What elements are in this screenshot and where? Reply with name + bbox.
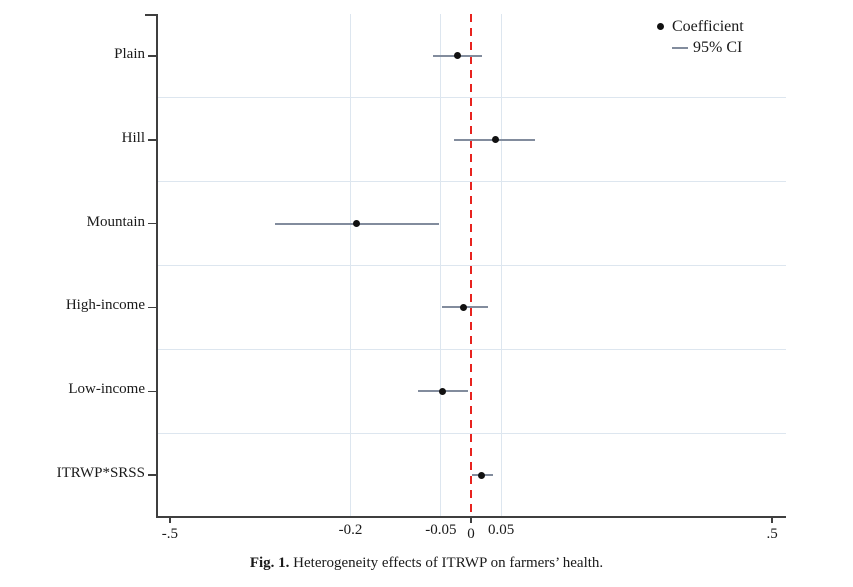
y-axis-category-label: Hill [121,129,145,146]
y-axis-category-label: Low-income [68,381,145,398]
x-axis-tick-label: .5 [766,526,778,542]
legend-row-coefficient: Coefficient [657,16,744,37]
x-axis-tick [470,517,472,523]
coefficient-dot [453,52,461,60]
vertical-gridline [350,14,352,517]
legend: Coefficient 95% CI [657,16,744,58]
vertical-gridline [500,14,502,517]
y-axis-line [156,14,158,518]
x-axis-tick-label: 0.05 [487,522,515,538]
coefficient-dot [460,303,468,311]
x-axis-tick [771,517,773,523]
coefficient-dot [353,220,361,228]
coefficient-dot [478,471,486,479]
y-axis-tick [148,390,156,392]
legend-row-ci: 95% CI [672,37,744,58]
y-axis-tick [148,306,156,309]
y-axis-category-label: Plain [114,45,145,62]
y-axis-tick [148,222,156,225]
figure-caption: Fig. 1. Heterogeneity effects of ITRWP o… [0,555,853,572]
plot-area: -.5 -0.2 -0.05 0 0.05 .5 Plain Hill Mountain High… [57,14,786,542]
legend-coefficient-label: Coefficient [672,18,744,35]
y-axis-tick [148,139,156,141]
y-axis-category-label: Mountain [86,213,145,230]
y-axis-category-label: ITRWP*SRSS [56,465,145,482]
y-axis-category-label: High-income [65,297,145,314]
y-axis-tick [148,474,156,476]
x-axis-tick-label: 0 [467,526,475,542]
x-axis-tick [169,517,171,523]
vertical-gridline [440,14,442,517]
caption-text: Heterogeneity effects of ITRWP on farmer… [293,555,604,571]
coefficient-dot [438,387,446,395]
x-axis-tick-label: -0.05 [425,522,457,538]
ci-line-icon [672,46,688,49]
caption-label: Fig. 1. [249,555,290,571]
coefficient-dot [491,136,499,144]
legend-ci-label: 95% CI [693,39,743,56]
y-axis-top-cap [145,14,156,16]
y-axis-tick [148,55,156,57]
coefficient-dot-icon [657,23,664,30]
x-axis-tick-label: -.5 [161,526,178,542]
x-axis-tick-label: -0.2 [338,522,363,538]
zero-reference-line [470,14,472,517]
x-axis-line [156,516,786,518]
